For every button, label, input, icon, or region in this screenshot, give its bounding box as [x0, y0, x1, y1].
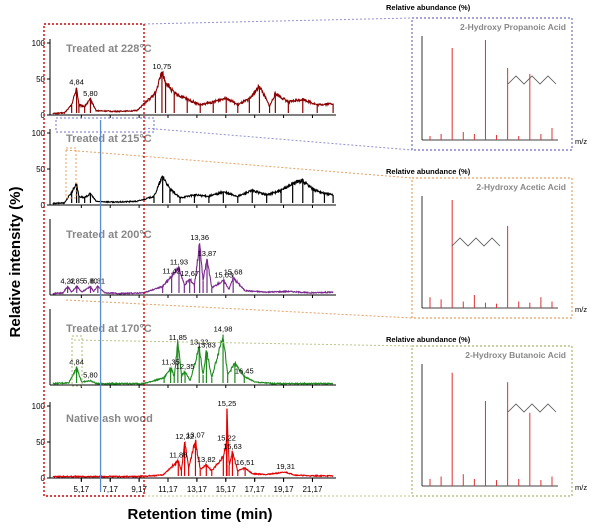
selection-box-228 [55, 117, 155, 133]
y-tick-label: 0 [41, 111, 46, 120]
peak-label: 4,85 [69, 276, 84, 285]
chromatogram-3: Treated at 170°C 4,84 5,80 11,35 11,85 12,35 1… [49, 309, 336, 388]
peak-label: 15,68 [224, 268, 243, 277]
x-tick-label: 17,17 [245, 485, 266, 494]
peak-label: 15,25 [218, 399, 237, 408]
mass-spectra-panels: Relative abundance (%) 2-Hydroxy Propanoi… [65, 3, 587, 497]
x-tick-label: 5,17 [74, 485, 90, 494]
y-tick-label: 100 [32, 39, 46, 48]
spectrum-frame [411, 177, 573, 319]
selection-box-170 [71, 335, 83, 387]
peak-label: 11,35 [162, 358, 180, 367]
x-axis-label: Retention time (min) [128, 506, 273, 523]
peak-label: 19,31 [276, 462, 295, 471]
peak-label: 15,63 [223, 442, 242, 451]
series-line [52, 337, 334, 386]
chromatogram-0: 0 50 100 Treated at 228°C 4,84 5,80 10,75 [32, 39, 336, 120]
peak-label: 6,31 [91, 276, 106, 285]
highlight-box [43, 23, 145, 497]
link-line [143, 17, 413, 25]
chromatogram-panels: 0 50 100 Treated at 228°C 4,84 5,80 10,75 0 50 10… [32, 39, 336, 483]
spectrum-frame [411, 345, 573, 497]
y-tick-label: 50 [36, 165, 45, 174]
chromatogram-1: 0 50 100 Treated at 215°C [32, 129, 336, 210]
y-tick-label: 50 [36, 75, 45, 84]
peak-label: 4,84 [69, 78, 84, 87]
x-tick-label: 7,17 [102, 485, 118, 494]
spectrum-xlabel: m/z [575, 137, 587, 146]
link-line [65, 299, 413, 319]
spectrum-1: Relative abundance (%) 2-Hydroxy Acetic A… [65, 149, 587, 319]
chromatogram-2: Treated at 200°C 4,224,85 5,806,31 11,4211,… [49, 219, 336, 298]
peak-label: 15,03 [214, 271, 233, 280]
series-line [52, 243, 334, 296]
peak-label: 4,84 [69, 358, 84, 367]
link-line [65, 149, 413, 179]
series-line [52, 70, 334, 116]
spectrum-xlabel: m/z [575, 483, 587, 492]
panel-title: Treated at 215°C [66, 133, 152, 145]
peak-label: 12,67 [180, 269, 199, 278]
y-tick-label: 0 [41, 201, 46, 210]
spectrum-header: Relative abundance (%) [386, 167, 471, 176]
peak-label: 11,42 [163, 266, 181, 275]
spectrum-0: Relative abundance (%) 2-Hydroxy Propanoi… [143, 3, 587, 151]
y-tick-label: 50 [36, 438, 45, 447]
y-tick-label: 0 [41, 474, 46, 483]
compound-name: 2-Hydroxy Acetic Acid [476, 182, 566, 192]
spectrum-header: Relative abundance (%) [386, 335, 471, 344]
link-line [73, 339, 413, 347]
spectrum-xlabel: m/z [575, 305, 587, 314]
y-tick-label: 100 [32, 129, 46, 138]
panel-title: Treated at 170°C [66, 323, 152, 335]
selection-box-215 [65, 147, 77, 199]
peak-label: 13,82 [197, 455, 216, 464]
peak-label: 11,88 [169, 451, 187, 460]
x-tick-label: 15,17 [216, 485, 237, 494]
peak-label: 5,80 [83, 276, 98, 285]
x-tick-label: 19,17 [274, 485, 295, 494]
overlays: 5,17 7,17 9,17 11,17 13,17 15,17 17,17 19,17 21,… [43, 23, 323, 497]
panel-title: Treated at 228°C [66, 43, 152, 55]
peak-label: 12,35 [176, 362, 195, 371]
y-axis-label: Relative intensity (%) [7, 187, 24, 338]
peak-label: 16,51 [236, 458, 255, 467]
x-tick-label: 11,17 [158, 485, 178, 494]
panel-title: Native ash wood [66, 413, 153, 425]
y-tick-label: 100 [32, 402, 46, 411]
peak-label: 13,36 [190, 233, 209, 242]
x-tick-label: 21,17 [302, 485, 323, 494]
peak-label: 13,07 [186, 431, 205, 440]
panel-title: Treated at 200°C [66, 229, 152, 241]
series-line [52, 175, 334, 205]
link-line [143, 127, 413, 151]
peak-label: 11,93 [170, 258, 188, 267]
molecule-structure-icon [507, 75, 557, 85]
molecule-structure-icon [451, 237, 501, 247]
peak-label: 13,83 [197, 340, 216, 349]
peak-label: 14,98 [214, 325, 233, 334]
compound-name: 2-Hydroxy Butanoic Acid [465, 350, 566, 360]
spectrum-frame [411, 17, 573, 151]
peak-label: 15,22 [217, 433, 236, 442]
peak-label: 5,80 [83, 371, 98, 380]
compound-name: 2-Hydroxy Propanoic Acid [460, 22, 566, 32]
peak-label: 5,80 [83, 89, 98, 98]
molecule-structure-icon [507, 403, 557, 413]
spectrum-2: Relative abundance (%) 2-Hydroxy Butanoic… [73, 335, 587, 497]
peak-label: 13,87 [198, 249, 217, 258]
spectrum-header: Relative abundance (%) [386, 3, 471, 12]
peak-label: 4,22 [60, 276, 75, 285]
peak-label: 10,75 [153, 62, 172, 71]
peak-label: 12,32 [175, 432, 194, 441]
peak-label: 16,45 [235, 366, 254, 375]
peak-label: 11,85 [169, 333, 187, 342]
x-tick-label: 9,17 [131, 485, 147, 494]
series-line [52, 408, 334, 479]
x-tick-label: 13,17 [187, 485, 208, 494]
